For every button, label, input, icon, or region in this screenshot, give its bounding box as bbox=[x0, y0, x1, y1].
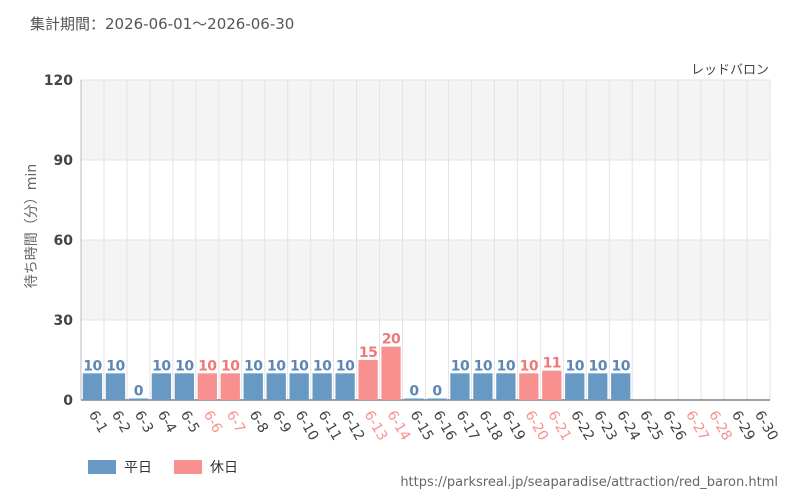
bar bbox=[473, 373, 493, 400]
bar bbox=[220, 373, 240, 400]
bar bbox=[174, 373, 194, 400]
bar bbox=[266, 373, 286, 400]
x-tick-label: 6-6 bbox=[200, 408, 225, 436]
y-tick-label: 0 bbox=[63, 393, 73, 409]
x-tick-label: 6-1 bbox=[85, 408, 110, 436]
bar-value-label: 20 bbox=[382, 332, 401, 348]
bar bbox=[151, 373, 172, 400]
bar-value-label: 10 bbox=[474, 358, 493, 374]
bar bbox=[381, 346, 401, 400]
x-tick-label: 6-30 bbox=[751, 408, 781, 444]
legend: 平日 休日 bbox=[88, 457, 260, 477]
bar-value-label: 10 bbox=[336, 358, 355, 374]
x-tick-label: 6-21 bbox=[544, 408, 574, 444]
legend-label-holiday: 休日 bbox=[210, 460, 238, 476]
bar-value-label: 10 bbox=[566, 358, 585, 374]
bar-value-label: 10 bbox=[267, 358, 286, 374]
bar bbox=[335, 373, 355, 400]
bar-value-label: 0 bbox=[134, 384, 144, 400]
bar bbox=[542, 370, 562, 400]
source-url: https://parksreal.jp/seaparadise/attract… bbox=[400, 475, 778, 490]
x-tick-label: 6-14 bbox=[384, 408, 414, 444]
bar bbox=[197, 373, 217, 400]
x-tick-label: 6-28 bbox=[705, 408, 735, 444]
bar bbox=[358, 360, 378, 400]
bar bbox=[105, 373, 126, 400]
chart-title: レッドバロン bbox=[691, 63, 769, 78]
period-label: 集計期間：2026-06-01～2026-06-30 bbox=[30, 15, 295, 33]
x-tick-label: 6-13 bbox=[361, 408, 391, 444]
bar-value-label: 10 bbox=[313, 358, 332, 374]
x-tick-label: 6-23 bbox=[590, 408, 620, 444]
x-tick-label: 6-27 bbox=[682, 408, 712, 444]
bar bbox=[289, 373, 309, 400]
x-axis-ticks: 6-16-26-36-46-56-66-76-86-96-106-116-126… bbox=[85, 408, 781, 444]
bar-value-label: 10 bbox=[106, 358, 125, 374]
x-tick-label: 6-2 bbox=[108, 408, 133, 436]
chart-grid bbox=[80, 79, 771, 401]
bar bbox=[312, 373, 332, 400]
legend-swatch-weekday bbox=[88, 460, 116, 474]
bar-value-label: 0 bbox=[432, 384, 442, 400]
bar bbox=[588, 373, 608, 400]
y-tick-label: 30 bbox=[54, 313, 74, 329]
x-tick-label: 6-24 bbox=[613, 408, 643, 444]
x-tick-label: 6-20 bbox=[521, 408, 551, 444]
x-tick-label: 6-18 bbox=[475, 408, 505, 444]
bar-value-label: 15 bbox=[359, 345, 377, 361]
bar-value-label: 0 bbox=[409, 384, 419, 400]
bar bbox=[128, 398, 149, 400]
x-tick-label: 6-22 bbox=[567, 408, 597, 444]
chart-bars bbox=[82, 346, 631, 400]
bar-value-label: 10 bbox=[244, 358, 263, 374]
bar bbox=[404, 398, 424, 400]
bar-value-label: 10 bbox=[198, 358, 217, 374]
x-tick-label: 6-12 bbox=[338, 408, 368, 444]
y-axis-label: 待ち時間（分）min bbox=[24, 164, 40, 288]
bar bbox=[611, 373, 631, 400]
x-tick-label: 6-15 bbox=[407, 408, 437, 444]
x-tick-label: 6-17 bbox=[452, 408, 482, 444]
legend-swatch-holiday bbox=[174, 460, 202, 474]
bar bbox=[496, 373, 516, 400]
bar-value-label: 11 bbox=[543, 356, 561, 372]
legend-label-weekday: 平日 bbox=[124, 460, 152, 476]
x-tick-label: 6-25 bbox=[636, 408, 666, 444]
bar-value-label: 10 bbox=[152, 358, 171, 374]
bar bbox=[450, 373, 470, 400]
x-tick-label: 6-5 bbox=[177, 408, 202, 436]
x-tick-label: 6-3 bbox=[131, 408, 156, 436]
bar-value-label: 10 bbox=[175, 358, 194, 374]
bar bbox=[565, 373, 585, 400]
x-tick-label: 6-10 bbox=[292, 408, 322, 444]
x-tick-label: 6-16 bbox=[430, 408, 460, 444]
bar-value-label: 10 bbox=[451, 358, 470, 374]
x-tick-label: 6-19 bbox=[498, 408, 528, 444]
bar bbox=[519, 373, 539, 400]
bar-value-label: 10 bbox=[589, 358, 608, 374]
bar bbox=[82, 373, 103, 400]
bar-value-label: 10 bbox=[221, 358, 240, 374]
x-tick-label: 6-9 bbox=[269, 408, 294, 436]
bar-value-label: 10 bbox=[497, 358, 516, 374]
y-tick-label: 120 bbox=[44, 73, 73, 89]
bar-value-label: 10 bbox=[520, 358, 539, 374]
x-tick-label: 6-4 bbox=[154, 408, 179, 436]
y-tick-label: 90 bbox=[54, 153, 74, 169]
x-tick-label: 6-26 bbox=[659, 408, 689, 444]
bar bbox=[427, 398, 447, 400]
bar bbox=[243, 373, 263, 400]
x-tick-label: 6-8 bbox=[246, 408, 271, 436]
bar-value-label: 10 bbox=[611, 358, 630, 374]
bar-value-label: 10 bbox=[83, 358, 102, 374]
x-tick-label: 6-29 bbox=[728, 408, 758, 444]
bar-value-label: 10 bbox=[290, 358, 309, 374]
y-tick-label: 60 bbox=[54, 233, 74, 249]
x-tick-label: 6-7 bbox=[223, 408, 248, 436]
x-tick-label: 6-11 bbox=[315, 408, 345, 444]
y-axis-ticks: 0 30 60 90 120 bbox=[44, 73, 73, 409]
